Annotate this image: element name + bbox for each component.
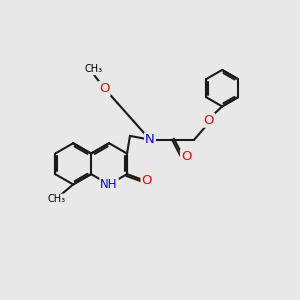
Text: N: N	[145, 133, 155, 146]
Text: CH₃: CH₃	[47, 194, 65, 205]
Text: O: O	[181, 150, 191, 163]
Text: O: O	[142, 173, 152, 187]
Text: O: O	[99, 82, 110, 95]
Text: NH: NH	[100, 178, 118, 191]
Text: O: O	[204, 114, 214, 127]
Text: CH₃: CH₃	[84, 64, 102, 74]
